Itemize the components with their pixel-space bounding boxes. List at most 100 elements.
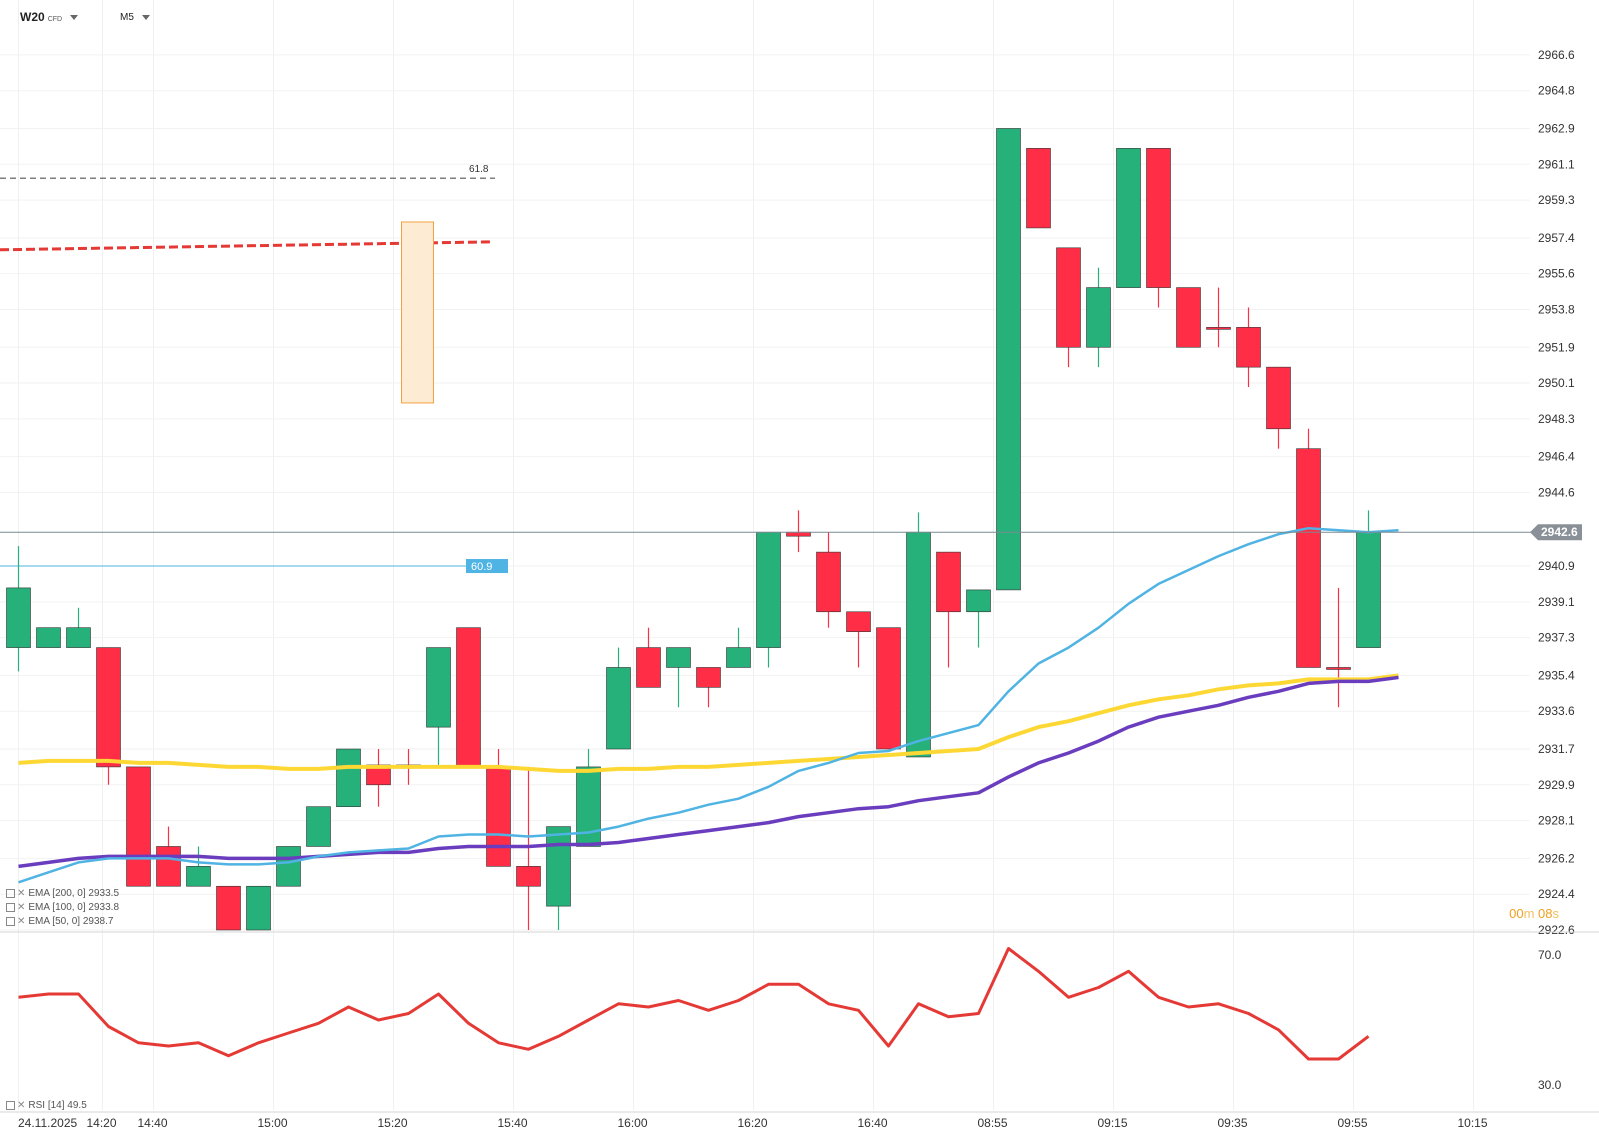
candle-down[interactable]: [1026, 148, 1051, 229]
alert-level-badge[interactable]: [466, 559, 508, 574]
candle-up[interactable]: [306, 806, 331, 847]
alert-level-label: 60.9: [471, 561, 492, 573]
legend-rsi[interactable]: ✕ RSI [14] 49.5: [6, 1100, 87, 1112]
y-tick-label: 2961.1: [1538, 157, 1575, 171]
close-icon[interactable]: ✕: [17, 888, 26, 899]
eye-icon[interactable]: [6, 902, 15, 912]
candle-down[interactable]: [96, 647, 121, 768]
x-tick-label: 16:00: [618, 1116, 648, 1130]
rsi-tick-label: 30.0: [1538, 1078, 1562, 1092]
candle-up[interactable]: [1116, 148, 1141, 288]
candle-down[interactable]: [876, 627, 901, 750]
close-icon[interactable]: ✕: [17, 916, 26, 927]
rsi-line[interactable]: [18, 947, 1370, 1061]
eye-icon[interactable]: [6, 916, 15, 926]
ema100-line[interactable]: [18, 673, 1399, 773]
y-tick-label: 2933.6: [1538, 704, 1575, 718]
current-price-label: 2942.6: [1541, 525, 1578, 539]
close-icon[interactable]: ✕: [17, 1100, 26, 1111]
close-icon[interactable]: ✕: [17, 902, 26, 913]
eye-icon[interactable]: [6, 888, 15, 898]
candle-down[interactable]: [216, 885, 241, 931]
legend-ema50[interactable]: ✕ EMA [50, 0] 2938.7: [6, 916, 113, 928]
ema50-label: EMA [50, 0] 2938.7: [28, 916, 114, 927]
symbol-type: CFD: [47, 16, 63, 23]
timeframe-label: M5: [120, 12, 134, 23]
candle-up[interactable]: [186, 866, 211, 887]
candle-up[interactable]: [666, 647, 691, 668]
timeframe-selector[interactable]: M5: [120, 12, 150, 23]
y-tick-label: 2937.3: [1538, 631, 1575, 645]
candle-down[interactable]: [456, 627, 481, 768]
candle-down[interactable]: [1326, 667, 1351, 670]
candle-up[interactable]: [66, 627, 91, 648]
candle-up[interactable]: [606, 667, 631, 750]
y-tick-label: 2924.4: [1538, 887, 1575, 901]
symbol-selector[interactable]: W20 CFD: [20, 10, 79, 24]
candle-down[interactable]: [1236, 327, 1261, 368]
x-tick-label: 14:20: [87, 1116, 117, 1130]
candle-up[interactable]: [246, 885, 271, 931]
candle-down[interactable]: [1296, 448, 1321, 668]
candle-down[interactable]: [1266, 366, 1291, 430]
rsi-label: RSI [14] 49.5: [28, 1100, 87, 1111]
legend-ema200[interactable]: ✕ EMA [200, 0] 2933.5: [6, 888, 119, 900]
candle-down[interactable]: [936, 551, 961, 613]
y-tick-label: 2922.6: [1538, 923, 1575, 937]
candle-up[interactable]: [1356, 531, 1381, 648]
x-tick-label: 16:40: [858, 1116, 888, 1130]
candle-down[interactable]: [1176, 287, 1201, 348]
zone-box[interactable]: [401, 221, 434, 404]
candle-down[interactable]: [846, 611, 871, 632]
y-tick-label: 2950.1: [1538, 376, 1575, 390]
x-tick-label: 09:55: [1338, 1116, 1368, 1130]
candle-down[interactable]: [1056, 247, 1081, 348]
candle-up[interactable]: [756, 531, 781, 648]
candle-up[interactable]: [426, 647, 451, 728]
candle-down[interactable]: [816, 551, 841, 613]
ema200-line[interactable]: [18, 675, 1399, 869]
candle-up[interactable]: [906, 531, 931, 758]
candle-down[interactable]: [696, 667, 721, 688]
x-tick-label: 16:20: [738, 1116, 768, 1130]
y-tick-label: 2928.1: [1538, 814, 1575, 828]
y-tick-label: 2962.9: [1538, 121, 1575, 135]
y-tick-label: 2939.1: [1538, 595, 1575, 609]
rsi-tick-label: 70.0: [1538, 948, 1562, 962]
y-tick-label: 2946.4: [1538, 450, 1575, 464]
candle-timer: 00m 08s: [1509, 906, 1559, 921]
candle-down[interactable]: [1206, 327, 1231, 330]
candle-down[interactable]: [516, 866, 541, 887]
y-tick-label: 2959.3: [1538, 193, 1575, 207]
ema50-line[interactable]: [18, 526, 1399, 884]
candle-up[interactable]: [726, 647, 751, 668]
y-tick-label: 2951.9: [1538, 340, 1575, 354]
y-tick-label: 2964.8: [1538, 84, 1575, 98]
candle-down[interactable]: [486, 766, 511, 867]
candle-down[interactable]: [126, 766, 151, 887]
candle-up[interactable]: [276, 846, 301, 887]
legend-ema100[interactable]: ✕ EMA [100, 0] 2933.8: [6, 902, 119, 914]
y-tick-label: 2929.9: [1538, 778, 1575, 792]
candle-up[interactable]: [966, 589, 991, 613]
candle-up[interactable]: [546, 826, 571, 907]
candle-up[interactable]: [1086, 287, 1111, 348]
x-tick-label: 24.11.2025: [18, 1116, 77, 1130]
candle-down[interactable]: [636, 647, 661, 688]
eye-icon[interactable]: [6, 1100, 15, 1110]
candle-up[interactable]: [36, 627, 61, 648]
candle-up[interactable]: [576, 766, 601, 847]
x-tick-label: 14:40: [138, 1116, 168, 1130]
candle-down[interactable]: [1146, 148, 1171, 288]
chevron-down-icon: [141, 14, 150, 20]
candle-up[interactable]: [6, 587, 31, 648]
candle-down[interactable]: [156, 846, 181, 887]
candle-up[interactable]: [336, 748, 361, 807]
timer-minutes: 00: [1509, 906, 1524, 921]
candle-up[interactable]: [996, 128, 1021, 591]
current-price-badge: [1530, 524, 1582, 541]
ema100-label: EMA [100, 0] 2933.8: [28, 902, 120, 913]
y-tick-label: 2957.4: [1538, 231, 1575, 245]
candle-down[interactable]: [786, 531, 811, 537]
